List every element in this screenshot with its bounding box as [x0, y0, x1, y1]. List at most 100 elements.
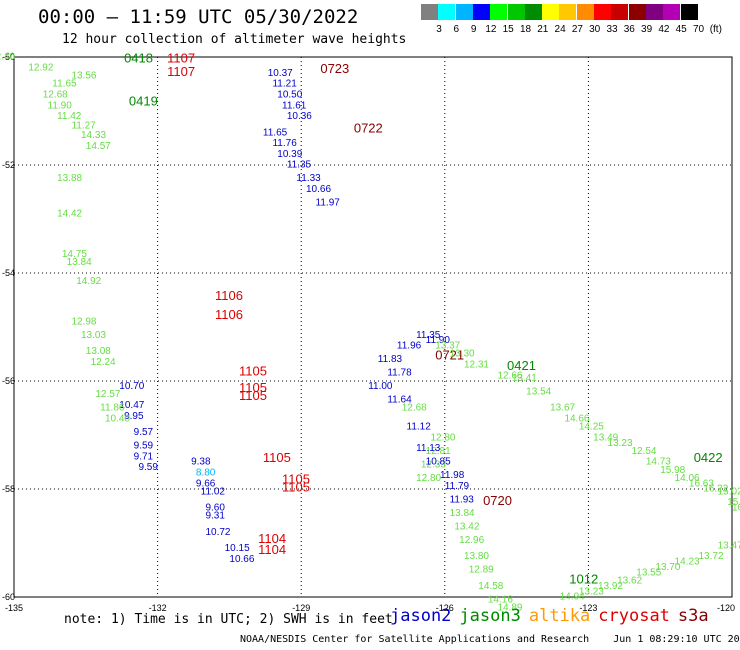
wave-height-value: 12.98 [71, 316, 96, 327]
wave-height-value: 13.84 [67, 257, 92, 268]
scale-swatch [542, 4, 560, 20]
wave-height-value: 10.39 [277, 149, 302, 160]
wave-height-value: 14.73 [646, 457, 671, 468]
scale-label: 42 [658, 24, 670, 35]
scale-swatch [680, 4, 698, 20]
x-tick-label: -135 [5, 603, 23, 613]
wave-height-value: 14.58 [478, 581, 503, 592]
wave-height-value: 11.13 [416, 443, 441, 454]
x-tick-label: -126 [436, 603, 454, 613]
wave-height-value: 10.50 [277, 90, 302, 101]
wave-height-value: 11.35 [416, 330, 441, 341]
scale-swatch [663, 4, 681, 20]
wave-height-value: 10.37 [268, 68, 293, 79]
wave-height-value: 11.21 [272, 79, 297, 90]
pass-time-label: 1105 [239, 388, 267, 403]
scale-label: 3 [436, 24, 442, 35]
scale-swatch [559, 4, 577, 20]
wave-height-value: 13.88 [57, 173, 82, 184]
wave-height-value: 15.02 [718, 486, 740, 497]
wave-height-value: 13.70 [655, 562, 680, 573]
pass-time-label: 0721 [435, 347, 464, 362]
scale-label: 36 [623, 24, 635, 35]
satellite-jason2: jason2 [390, 606, 452, 626]
wave-height-value: 14.92 [76, 276, 101, 287]
footer-generated: Jun 1 08:29:10 UTC 2022 [613, 634, 740, 645]
scale-swatch [421, 4, 438, 20]
wave-height-value: 11.64 [387, 395, 412, 406]
wave-height-value: 12.66 [497, 370, 522, 381]
wave-height-value: 12.89 [469, 565, 494, 576]
scale-swatch [611, 4, 629, 20]
wave-height-value: 12.96 [459, 535, 484, 546]
wave-height-value: 13.42 [454, 522, 479, 533]
wave-height-value: 14.94 [560, 592, 585, 603]
satellite-altika: altika [528, 606, 591, 626]
scale-label: 12 [485, 24, 497, 35]
wave-height-value: 11.93 [450, 495, 475, 506]
scale-swatch [524, 4, 542, 20]
pass-time-label: 1105 [239, 364, 267, 379]
wave-height-value: 11.12 [407, 422, 432, 433]
wave-height-value: 11.35 [287, 160, 312, 171]
wave-height-value: 11.33 [296, 173, 321, 184]
satellite-legend: jason2 jason3 altika cryosat s3a [390, 606, 717, 626]
footer: NOAA/NESDIS Center for Satellite Applica… [240, 634, 740, 645]
wave-height-value: 11.90 [48, 100, 73, 111]
wave-height-value: 11.65 [263, 127, 288, 138]
page-subtitle: 12 hour collection of altimeter wave hei… [62, 32, 407, 47]
pass-time-label: 0422 [694, 450, 723, 465]
wave-height-value: 15.58 [727, 497, 740, 508]
wave-height-value: 11.61 [282, 100, 307, 111]
wave-height-value: 10.85 [426, 457, 451, 468]
wave-height-value: 10.72 [205, 527, 230, 538]
scale-swatch [576, 4, 594, 20]
wave-height-value: 14.66 [564, 414, 589, 425]
wave-height-value: 16.63 [689, 478, 714, 489]
wave-height-value: 13.47 [718, 540, 740, 551]
wave-height-value: 13.54 [526, 387, 551, 398]
wave-height-value: 9.57 [134, 427, 154, 438]
page-title: 00:00 – 11:59 UTC 05/30/2022 [38, 6, 359, 28]
wave-height-value: 14.57 [86, 141, 111, 152]
x-tick-label: -129 [292, 603, 310, 613]
pass-time-label: 0720 [483, 493, 512, 508]
wave-height-value: 8.80 [196, 468, 216, 479]
scale-label: 24 [554, 24, 566, 35]
scale-label: 21 [537, 24, 549, 35]
wave-height-value: 14.06 [675, 473, 700, 484]
wave-height-value: 12.31 [464, 360, 489, 371]
scale-label: 45 [675, 24, 687, 35]
satellite-s3a: s3a [677, 606, 709, 626]
wave-height-value: 13.23 [608, 438, 633, 449]
scale-swatch [472, 4, 490, 20]
wave-height-value: 11.98 [440, 470, 465, 481]
pass-time-label: 1106 [215, 307, 243, 322]
wave-height-value: 10.66 [229, 554, 254, 565]
wave-height-value: 10.70 [119, 381, 144, 392]
wave-height-value: 16.33 [732, 503, 740, 514]
wave-height-value: 11.42 [57, 111, 82, 122]
pass-time-label: 1105 [263, 450, 291, 465]
wave-height-value: 13.55 [636, 567, 661, 578]
wave-height-value: 10.47 [119, 400, 144, 411]
pass-time-label: 0421 [507, 358, 536, 373]
scale-label: 27 [571, 24, 583, 35]
wave-height-value: 14.16 [488, 594, 513, 605]
y-tick-label: -52 [2, 160, 15, 170]
pass-time-label: 1104 [258, 531, 286, 546]
wave-height-value: 11.27 [71, 120, 96, 131]
wave-height-value: 9.31 [205, 511, 225, 522]
footer-credit: NOAA/NESDIS Center for Satellite Applica… [240, 634, 590, 645]
pass-time-label: 1107 [167, 50, 195, 65]
y-tick-label: -56 [2, 376, 15, 386]
y-tick-label: -58 [2, 484, 15, 494]
wave-height-value: 9.95 [124, 411, 144, 422]
wave-height-value: 12.40 [0, 52, 16, 63]
wave-height-value: 12.81 [426, 446, 451, 457]
wave-height-value: 12.68 [402, 403, 427, 414]
wave-height-value: 11.90 [426, 335, 451, 346]
scale-label: 33 [606, 24, 618, 35]
scale-swatch [645, 4, 663, 20]
